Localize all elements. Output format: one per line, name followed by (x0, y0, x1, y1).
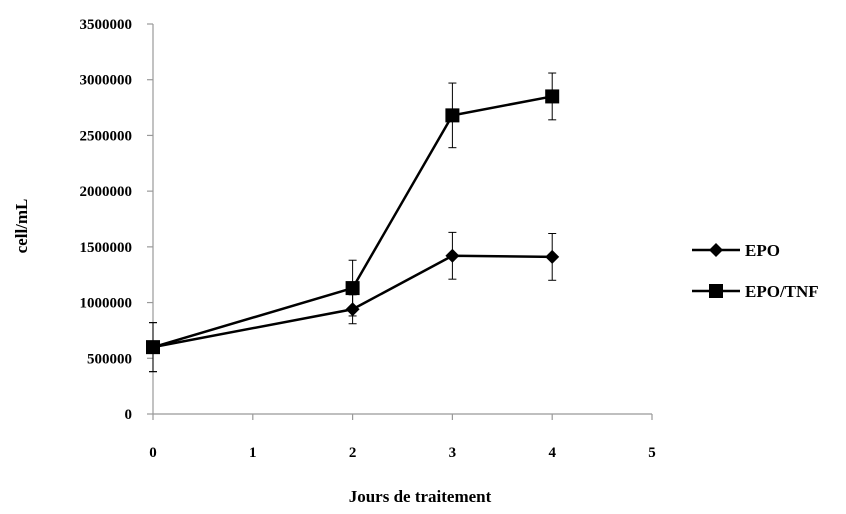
data-point (545, 249, 560, 264)
y-tick-label: 500000 (87, 351, 132, 367)
series-line (152, 254, 553, 349)
x-tick-label: 0 (149, 445, 157, 461)
y-tick-label: 1500000 (80, 240, 133, 256)
x-tick-label: 3 (449, 445, 457, 461)
axes (147, 23, 653, 420)
data-point (345, 281, 360, 296)
y-tick-label: 3000000 (80, 73, 133, 89)
series-layer (146, 72, 560, 373)
data-point (445, 108, 460, 123)
legend-label: EPO (745, 241, 780, 260)
y-tick-labels: 0 500000 1000000 1500000 2000000 2500000 30000… (80, 17, 133, 423)
y-tick-label: 2000000 (80, 184, 133, 200)
x-tick-label: 4 (548, 445, 556, 461)
data-point (545, 89, 560, 104)
y-tick-label: 1000000 (80, 296, 133, 312)
legend-label: EPO/TNF (745, 282, 819, 301)
x-tick-label: 5 (648, 445, 656, 461)
x-tick-label: 1 (249, 445, 257, 461)
legend-item: EPO/TNF (692, 282, 819, 301)
y-tick-label: 2500000 (80, 128, 133, 144)
y-axis-title: cell/mL (12, 199, 31, 254)
x-tick-label: 2 (349, 445, 357, 461)
legend-item: EPO (692, 241, 780, 260)
y-tick-label: 3500000 (80, 17, 133, 33)
data-point (445, 248, 460, 263)
x-axis-title: Jours de traitement (349, 487, 492, 506)
legend: EPO EPO/TNF (692, 241, 819, 301)
series-line (152, 95, 553, 349)
data-point (146, 340, 160, 355)
series-epo-tnf (146, 72, 560, 373)
x-tick-labels: 0 1 2 3 4 5 (149, 445, 656, 461)
y-tick-label: 0 (125, 407, 133, 423)
legend-marker (709, 243, 723, 257)
legend-marker (709, 284, 723, 298)
